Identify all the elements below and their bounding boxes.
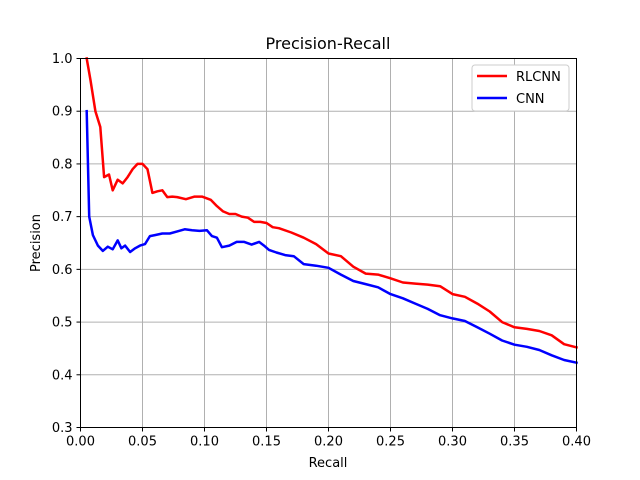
- y-axis-label: Precision: [29, 214, 44, 272]
- y-tick-label: 0.5: [52, 316, 73, 331]
- x-tick-label: 0.35: [500, 435, 529, 450]
- y-tick-label: 0.4: [52, 368, 73, 383]
- series-line-rlcnn: [85, 57, 579, 349]
- legend-label-rlcnn: RLCNN: [516, 70, 561, 85]
- y-tick-label: 0.8: [52, 157, 73, 172]
- y-tick-label: 0.9: [52, 105, 73, 120]
- grid-layer: [80, 58, 577, 428]
- x-axis-label: Recall: [309, 456, 348, 471]
- x-tick-label: 0.00: [66, 435, 95, 450]
- legend: RLCNN CNN: [471, 64, 570, 112]
- legend-label-cnn: CNN: [516, 92, 545, 107]
- x-tick-label: 0.40: [562, 435, 591, 450]
- x-tick-label: 0.30: [438, 435, 467, 450]
- tick-layer: 0.00 0.05 0.10 0.15 0.20 0.25 0.30 0.35 0.40 0.3 0…: [52, 52, 591, 450]
- y-tick-label: 0.7: [52, 210, 73, 225]
- series-layer: [85, 57, 579, 365]
- chart-title: Precision-Recall: [266, 34, 391, 53]
- x-tick-label: 0.25: [376, 435, 405, 450]
- x-tick-label: 0.15: [252, 435, 281, 450]
- y-tick-label: 0.6: [52, 263, 73, 278]
- y-tick-label: 0.3: [52, 421, 73, 436]
- x-tick-label: 0.10: [190, 435, 219, 450]
- series-line-cnn: [85, 109, 578, 365]
- x-tick-label: 0.05: [128, 435, 157, 450]
- y-tick-label: 1.0: [52, 52, 73, 67]
- x-tick-label: 0.20: [314, 435, 343, 450]
